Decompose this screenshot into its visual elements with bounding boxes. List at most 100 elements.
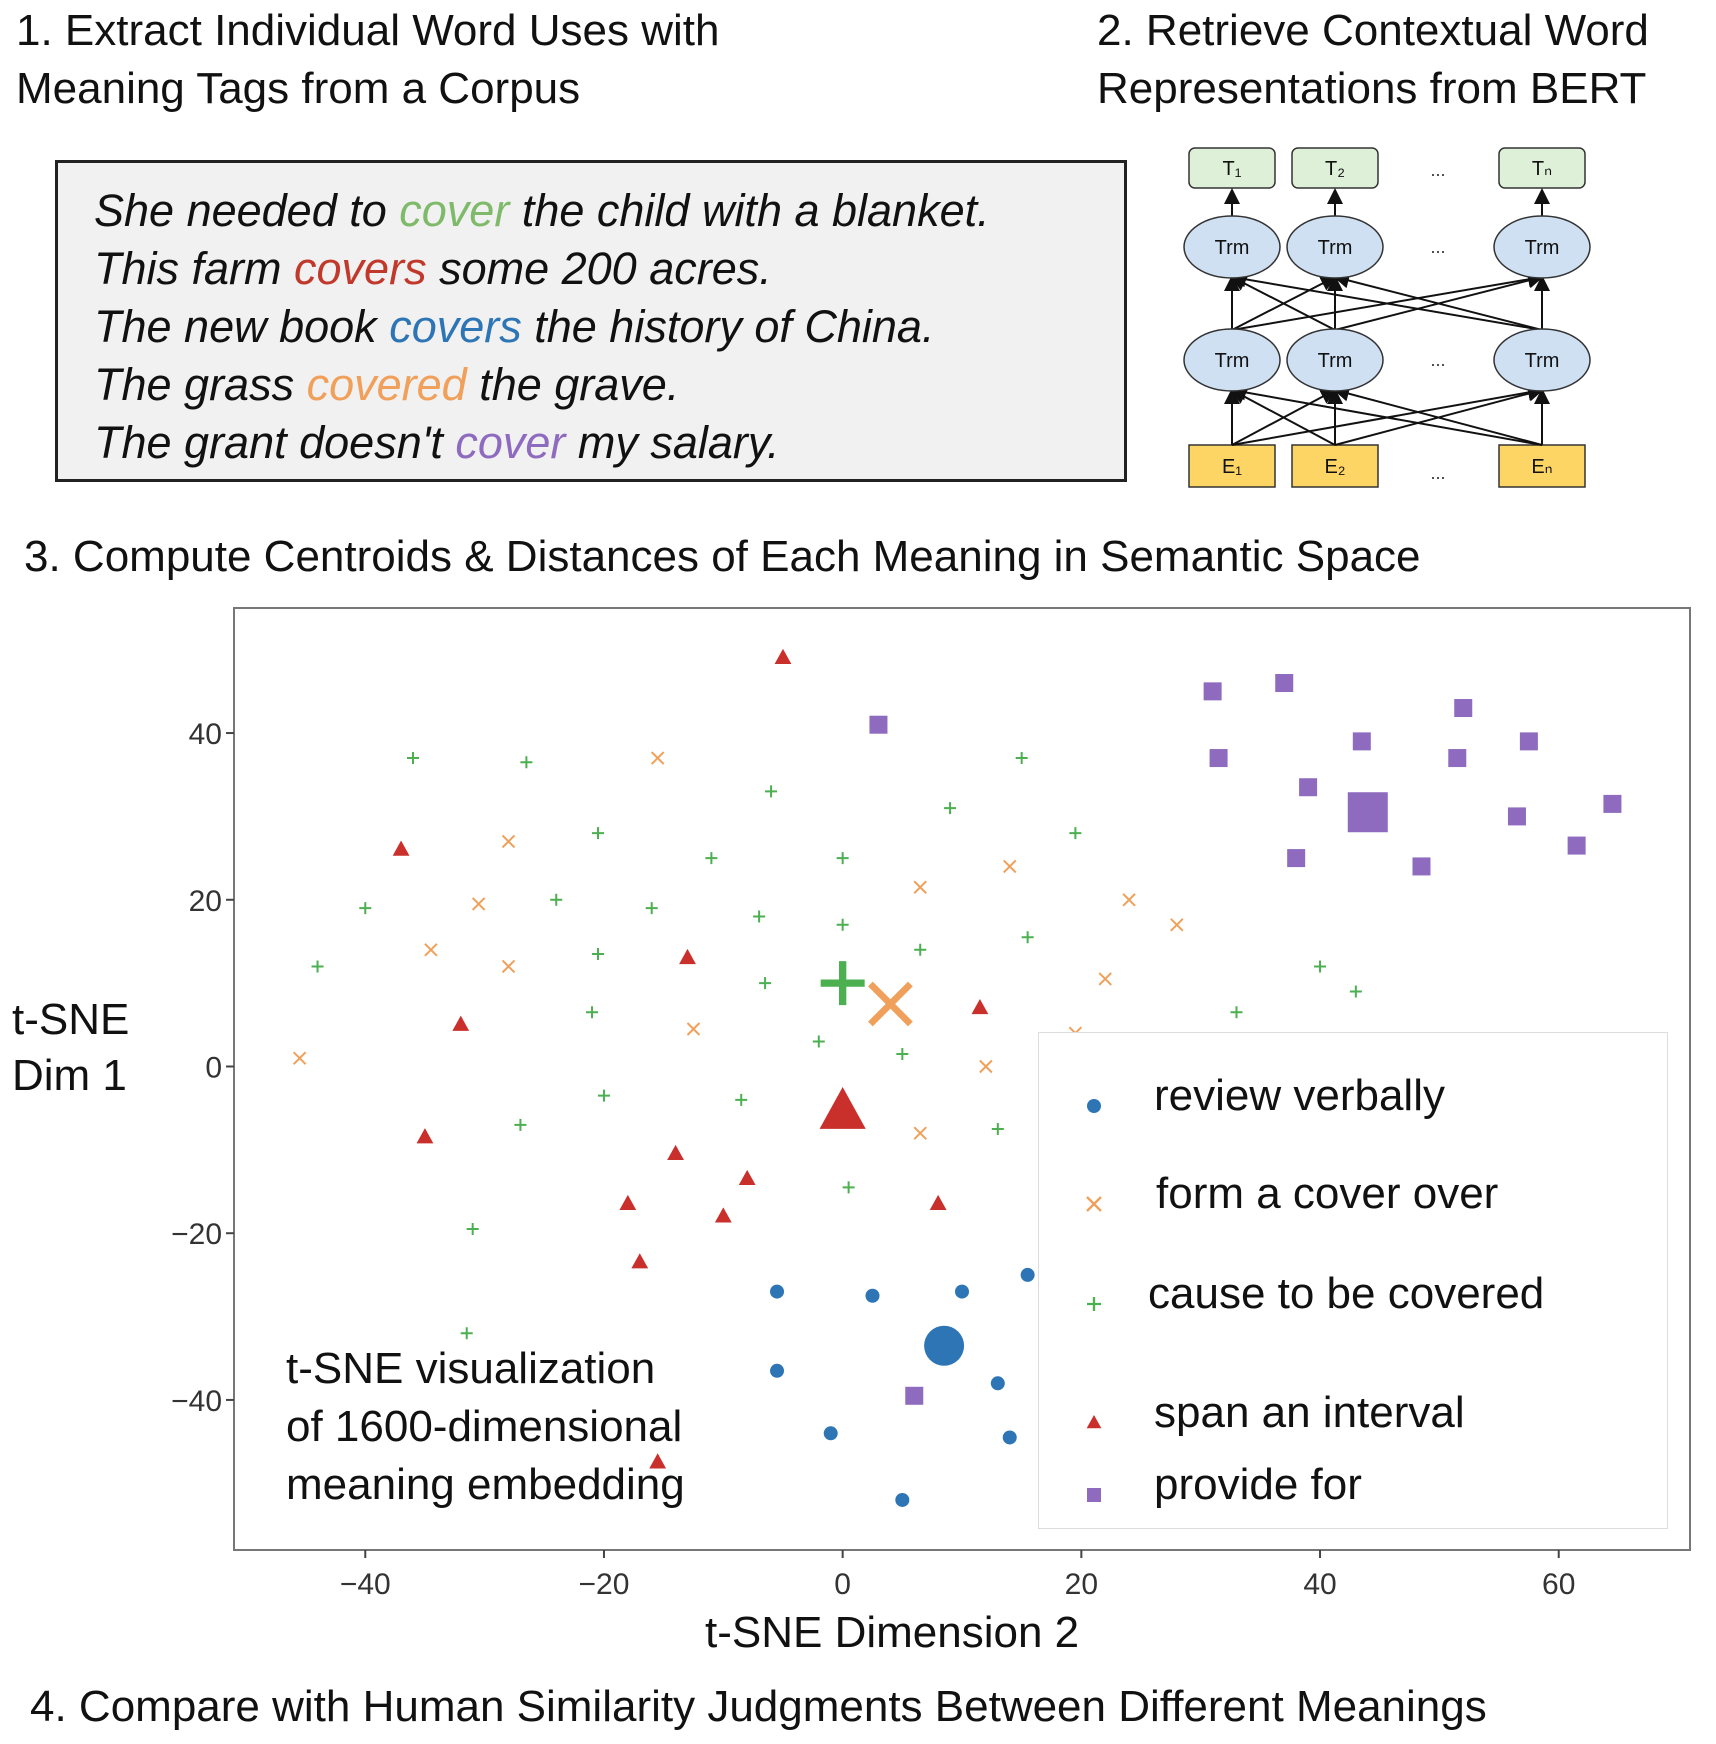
corpus-sentence: The grant doesn't cover my salary. — [94, 415, 780, 471]
y-axis-title-line-2: Dim 1 — [12, 1048, 129, 1104]
svg-text:Trm: Trm — [1525, 350, 1560, 372]
data-point — [1603, 795, 1621, 813]
centroid-point — [924, 1326, 964, 1366]
sentence-text: This farm — [94, 243, 294, 294]
data-point — [895, 1493, 909, 1507]
data-point — [1508, 807, 1526, 825]
legend-marker-shape — [1087, 1297, 1101, 1311]
step-2-line-1: 2. Retrieve Contextual Word — [1097, 2, 1649, 60]
target-word: cover — [455, 417, 565, 468]
data-point — [1021, 1268, 1035, 1282]
step-1-line-2: Meaning Tags from a Corpus — [16, 60, 719, 118]
data-point — [1204, 682, 1222, 700]
tsne-description-label: t-SNE visualization of 1600-dimensional … — [286, 1340, 685, 1514]
legend-label: span an interval — [1154, 1388, 1465, 1438]
svg-text:Trm: Trm — [1215, 237, 1250, 259]
data-point — [869, 716, 887, 734]
sentence-text: the child with a blanket. — [509, 185, 989, 236]
svg-text:T₂: T₂ — [1325, 158, 1345, 180]
bert-output-token: Tₙ — [1499, 148, 1585, 188]
target-word: covers — [294, 243, 427, 294]
sentence-text: She needed to — [94, 185, 399, 236]
data-point — [905, 1387, 923, 1405]
bert-transformer-node: Trm — [1184, 329, 1280, 391]
svg-text:Trm: Trm — [1525, 237, 1560, 259]
bert-ellipsis: ... — [1430, 160, 1445, 180]
x-tick-label: −40 — [340, 1568, 391, 1601]
tsne-description-line-2: of 1600-dimensional — [286, 1398, 685, 1456]
tsne-description-line-3: meaning embedding — [286, 1456, 685, 1514]
bert-output-token: T₂ — [1292, 148, 1378, 188]
legend-marker — [1079, 1189, 1109, 1219]
corpus-sentence-box: She needed to cover the child with a bla… — [55, 160, 1127, 482]
x-tick-label: 60 — [1542, 1568, 1575, 1601]
corpus-sentence: The grass covered the grave. — [94, 357, 679, 413]
bert-ellipsis: ... — [1430, 463, 1445, 483]
step-2-line-2: Representations from BERT — [1097, 60, 1649, 118]
sentence-text: my salary. — [565, 417, 779, 468]
data-point — [1275, 674, 1293, 692]
bert-transformer-node: Trm — [1184, 216, 1280, 278]
svg-text:Trm: Trm — [1318, 350, 1353, 372]
legend-marker-shape — [1087, 1099, 1101, 1113]
legend-label: cause to be covered — [1148, 1269, 1544, 1319]
step-3-title: 3. Compute Centroids & Distances of Each… — [24, 528, 1421, 586]
y-tick-label: −20 — [171, 1218, 222, 1251]
corpus-sentence: This farm covers some 200 acres. — [94, 241, 772, 297]
data-point — [1568, 837, 1586, 855]
data-point — [770, 1364, 784, 1378]
x-tick-label: 0 — [834, 1568, 851, 1601]
step-4-title: 4. Compare with Human Similarity Judgmen… — [30, 1678, 1487, 1736]
bert-input-embedding: E₂ — [1292, 445, 1378, 487]
legend-marker — [1079, 1091, 1109, 1121]
bert-transformer-node: Trm — [1287, 329, 1383, 391]
svg-text:Trm: Trm — [1215, 350, 1250, 372]
data-point — [770, 1285, 784, 1299]
legend-marker-shape — [1087, 1488, 1101, 1502]
legend-label: provide for — [1154, 1460, 1362, 1510]
x-axis-title: t-SNE Dimension 2 — [705, 1608, 1079, 1658]
data-point — [1448, 749, 1466, 767]
corpus-sentence: She needed to cover the child with a bla… — [94, 183, 990, 239]
bert-ellipsis: ... — [1430, 237, 1445, 257]
step-2-title: 2. Retrieve Contextual Word Representati… — [1097, 2, 1649, 118]
legend-label: review verbally — [1154, 1071, 1445, 1121]
centroid-point — [1348, 792, 1388, 832]
data-point — [824, 1426, 838, 1440]
svg-text:T₁: T₁ — [1223, 158, 1242, 180]
data-point — [1287, 849, 1305, 867]
bert-input-embedding: Eₙ — [1499, 445, 1585, 487]
bert-ellipsis: ... — [1430, 350, 1445, 370]
legend-marker — [1079, 1480, 1109, 1510]
y-tick-label: 40 — [189, 718, 222, 751]
data-point — [1412, 857, 1430, 875]
bert-transformer-node: Trm — [1494, 329, 1590, 391]
data-point — [955, 1285, 969, 1299]
data-point — [865, 1289, 879, 1303]
x-tick-label: 20 — [1065, 1568, 1098, 1601]
data-point — [1454, 699, 1472, 717]
data-point — [1210, 749, 1228, 767]
data-point — [1353, 732, 1371, 750]
bert-transformer-node: Trm — [1494, 216, 1590, 278]
y-tick-label: 20 — [189, 885, 222, 918]
data-point — [1003, 1430, 1017, 1444]
data-point — [1520, 732, 1538, 750]
step-1-line-1: 1. Extract Individual Word Uses with — [16, 2, 719, 60]
legend-label: form a cover over — [1156, 1169, 1498, 1219]
sentence-text: The grass — [94, 359, 307, 410]
bert-architecture-diagram: T₁ T₂ TₙE₁ E₂ EₙTrm Trm TrmTrm Trm Trm..........… — [1180, 140, 1600, 500]
step-1-title: 1. Extract Individual Word Uses with Mea… — [16, 2, 719, 118]
sentence-text: The new book — [94, 301, 389, 352]
tsne-description-line-1: t-SNE visualization — [286, 1340, 685, 1398]
sentence-text: the grave. — [467, 359, 680, 410]
y-tick-label: 0 — [205, 1051, 222, 1084]
legend-marker-shape — [1087, 1197, 1101, 1211]
target-word: covered — [307, 359, 467, 410]
bert-input-embedding: E₁ — [1189, 445, 1275, 487]
legend-marker-shape — [1087, 1415, 1102, 1428]
legend-marker — [1079, 1289, 1109, 1319]
sentence-text: the history of China. — [522, 301, 935, 352]
svg-text:E₂: E₂ — [1324, 456, 1345, 478]
x-tick-label: −20 — [579, 1568, 630, 1601]
